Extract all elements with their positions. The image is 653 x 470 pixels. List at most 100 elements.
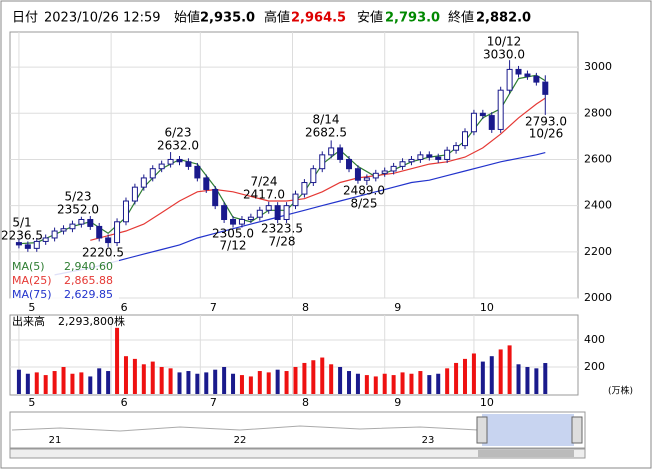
- volume-bar: [462, 358, 467, 394]
- scrollbar[interactable]: [9, 448, 586, 459]
- volume-title: 出来高: [12, 314, 45, 328]
- volume-bar: [115, 327, 120, 394]
- volume-bar: [177, 372, 182, 394]
- candle-body: [506, 68, 513, 91]
- candle-body: [203, 177, 210, 190]
- candle-body: [96, 225, 103, 239]
- volume-bar: [16, 369, 21, 394]
- volume-bar: [480, 361, 485, 394]
- candle-body: [265, 205, 272, 211]
- volume-bar: [302, 362, 307, 394]
- volume-bar: [106, 371, 111, 394]
- volume-bar: [195, 373, 200, 394]
- volume-bar: [284, 371, 289, 394]
- candle-body: [185, 161, 192, 167]
- legend-bg: [11, 288, 119, 302]
- volume-bar: [150, 361, 155, 394]
- volume-bar: [418, 371, 423, 394]
- annotation: 8/14: [313, 113, 340, 127]
- volume-bar: [320, 357, 325, 394]
- legend-value: 2,629.85: [64, 288, 113, 301]
- y-tick-label: 400: [584, 333, 605, 346]
- volume-bar: [231, 373, 236, 394]
- candle-body: [417, 154, 424, 160]
- legend-bg: [11, 274, 119, 288]
- volume-bar: [454, 362, 459, 394]
- volume-value: 2,293,800株: [58, 314, 125, 328]
- candle-body: [390, 165, 397, 172]
- y-tick-label: 2800: [584, 106, 612, 119]
- annotation: 2682.5: [305, 126, 347, 140]
- annotation: 3030.0: [483, 48, 525, 62]
- candle-body: [542, 81, 549, 95]
- legend-value: 2,940.60: [64, 260, 113, 273]
- x-tick-label: 5: [28, 396, 35, 409]
- volume-bar: [34, 372, 39, 394]
- annotation: 7/24: [251, 175, 278, 189]
- candle-body: [87, 218, 94, 227]
- annotation: 2220.5: [82, 246, 124, 260]
- y-tick-label: 3000: [584, 60, 612, 73]
- annotation: 2417.0: [243, 188, 285, 202]
- volume-bar: [293, 366, 298, 394]
- volume-bar: [347, 371, 352, 394]
- candle-body: [301, 182, 308, 195]
- candle-body: [435, 156, 442, 160]
- volume-bar: [391, 375, 396, 394]
- volume-bar: [525, 366, 530, 394]
- volume-bar: [275, 369, 280, 394]
- header-text: 2,793.0: [385, 11, 440, 26]
- header-text: 2,935.0: [200, 11, 255, 26]
- candle-body: [212, 188, 219, 207]
- x-tick-label: 9: [394, 301, 401, 314]
- volume-bar: [329, 364, 334, 394]
- volume-bar: [266, 372, 271, 394]
- volume-bar: [222, 366, 227, 394]
- navigator-handle[interactable]: [476, 416, 488, 444]
- volume-bar: [25, 373, 30, 394]
- header-text: 安値: [357, 10, 383, 26]
- candle-body: [354, 168, 361, 181]
- volume-bar: [338, 366, 343, 394]
- candle-body: [33, 240, 40, 249]
- volume-bar: [516, 364, 521, 394]
- volume-bar: [498, 349, 503, 394]
- volume-bar: [43, 375, 48, 394]
- volume-bar: [373, 376, 378, 394]
- navigator-handle[interactable]: [571, 416, 583, 444]
- scrollbar-thumb[interactable]: [478, 450, 574, 457]
- candle-body: [479, 112, 486, 117]
- annotation: 8/25: [351, 197, 378, 211]
- candle-body: [15, 242, 22, 246]
- ma-line: [54, 152, 546, 276]
- annotation: 10/12: [487, 35, 522, 49]
- ma-line: [90, 97, 546, 241]
- volume-bar: [489, 356, 494, 394]
- y-tick-label: 2600: [584, 152, 612, 165]
- y-tick-label: 200: [584, 360, 605, 373]
- candle-body: [408, 158, 415, 163]
- candle-body: [337, 147, 344, 160]
- volume-bar: [248, 376, 253, 394]
- volume-bar: [400, 372, 405, 394]
- candle-body: [69, 223, 76, 230]
- volume-bar: [52, 371, 57, 394]
- candle-body: [453, 145, 460, 151]
- volume-bar: [186, 371, 191, 394]
- volume-bar: [123, 356, 128, 394]
- volume-bar: [97, 368, 102, 394]
- navigator-label: 22: [234, 435, 247, 446]
- volume-bar: [61, 366, 66, 394]
- candle-body: [122, 200, 129, 223]
- volume-bar: [364, 375, 369, 394]
- navigator-selection[interactable]: [482, 414, 574, 446]
- candle-body: [176, 158, 183, 163]
- candle-body: [524, 73, 531, 77]
- volume-bar: [79, 372, 84, 394]
- volume-bar: [132, 358, 137, 394]
- header-text: 高値: [264, 10, 290, 26]
- y-tick-label: 2400: [584, 199, 612, 212]
- candle-body: [230, 218, 237, 225]
- x-tick-label: 7: [210, 301, 217, 314]
